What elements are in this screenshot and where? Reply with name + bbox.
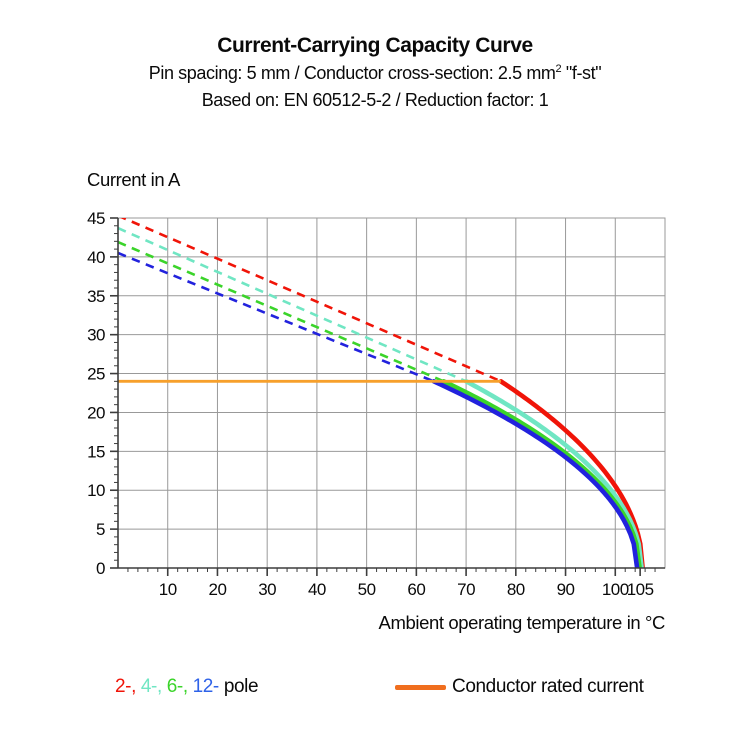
solid-curve-2-pole — [498, 379, 645, 568]
y-tick-label: 0 — [96, 559, 105, 578]
x-tick-label: 40 — [308, 580, 326, 599]
x-tick-label: 10 — [159, 580, 177, 599]
y-tick-label: 35 — [87, 287, 105, 306]
dashed-curve-4-pole — [118, 226, 467, 383]
x-axis-label: Ambient operating temperature in °C — [378, 612, 666, 633]
y-tick-label: 40 — [87, 248, 105, 267]
y-tick-label: 15 — [87, 442, 105, 461]
chart-title: Current-Carrying Capacity Curve — [217, 34, 533, 57]
x-tick-label: 30 — [258, 580, 276, 599]
x-tick-label: 100 — [602, 580, 629, 599]
y-tick-label: 30 — [87, 326, 105, 345]
rated-current-swatch — [395, 685, 446, 690]
x-tick-label: 20 — [208, 580, 226, 599]
x-tick-label: 70 — [457, 580, 475, 599]
legend-pole-4: 4-, — [140, 676, 167, 697]
gridlines — [117, 217, 666, 569]
legend-pole-2: 2-, — [115, 676, 141, 697]
y-tick-label: 25 — [87, 365, 105, 384]
legend-pole-6: 6-, — [166, 676, 193, 697]
legend: 2-, 4-, 6-, 12- pole Conductor rated curr… — [0, 674, 750, 704]
rated-current-label: Conductor rated current — [452, 676, 644, 697]
dashed-curve-6-pole — [118, 240, 445, 383]
subtitle-spec-text: Pin spacing: 5 mm / Conductor cross-sect… — [148, 63, 556, 83]
dashed-curve-12-pole — [118, 251, 435, 383]
solid-curve-12-pole — [431, 379, 640, 568]
chart-subtitle-standard: Based on: EN 60512-5-2 / Reduction facto… — [201, 90, 549, 110]
chart-subtitle-spec: Pin spacing: 5 mm / Conductor cross-sect… — [0, 60, 750, 87]
chart-title-block: Current-Carrying Capacity Curve Pin spac… — [0, 32, 750, 114]
subtitle-spec-suffix: "f-st" — [561, 63, 602, 83]
solid-curve-6-pole — [441, 379, 642, 568]
y-axis-label: Current in A — [87, 169, 180, 190]
x-tick-label: 105 — [627, 580, 654, 599]
subtitle-spec-superscript: 2 — [555, 63, 562, 75]
axes — [110, 217, 665, 576]
y-tick-label: 5 — [96, 520, 105, 539]
dashed-curve-2-pole — [120, 218, 502, 383]
curves — [118, 218, 645, 568]
solid-curve-4-pole — [463, 379, 644, 568]
legend-pole-items: 2-, 4-, 6-, 12- pole — [115, 676, 259, 698]
y-tick-label: 45 — [87, 209, 105, 228]
x-tick-label: 80 — [507, 580, 525, 599]
x-tick-label: 90 — [557, 580, 575, 599]
y-tick-label: 20 — [87, 403, 105, 422]
x-tick-label: 50 — [358, 580, 376, 599]
legend-pole-suffix: pole — [223, 676, 259, 697]
y-tick-label: 10 — [87, 481, 105, 500]
x-tick-label: 60 — [407, 580, 425, 599]
legend-pole-12: 12- — [192, 676, 220, 697]
